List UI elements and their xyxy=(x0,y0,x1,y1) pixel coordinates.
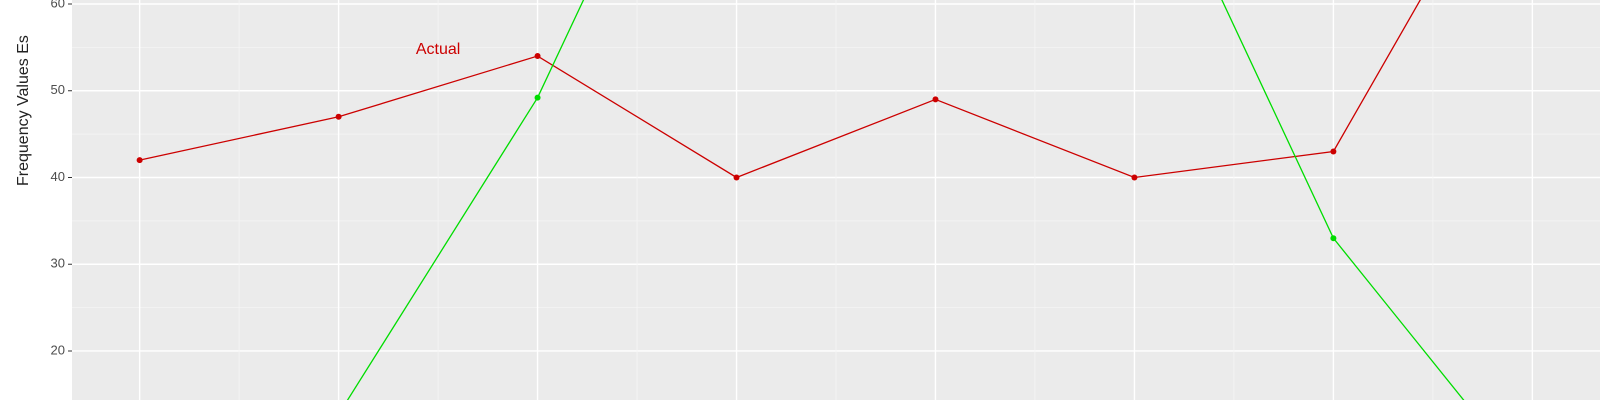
y-tick-label: 20 xyxy=(51,342,65,357)
data-point xyxy=(1330,148,1337,155)
grid xyxy=(72,0,1600,400)
y-tick-label: 40 xyxy=(51,169,65,184)
data-point xyxy=(335,113,342,120)
data-point xyxy=(534,53,541,60)
data-point xyxy=(1131,174,1138,181)
series-line xyxy=(139,0,1421,179)
y-axis: 20 30 40 50 60 xyxy=(51,0,72,357)
data-point xyxy=(136,157,143,164)
y-tick-label: 30 xyxy=(51,256,65,271)
data-point xyxy=(534,94,541,101)
data-point xyxy=(932,96,939,103)
plot-area: Actual xyxy=(136,0,1465,400)
y-tick-label: 50 xyxy=(51,82,65,97)
y-axis-title: Frequency Values Es xyxy=(15,35,32,186)
y-tick-label: 60 xyxy=(51,0,65,10)
data-point xyxy=(1330,235,1337,242)
data-point xyxy=(733,174,740,181)
annotation: Actual xyxy=(416,41,460,58)
series-line xyxy=(346,0,1465,400)
